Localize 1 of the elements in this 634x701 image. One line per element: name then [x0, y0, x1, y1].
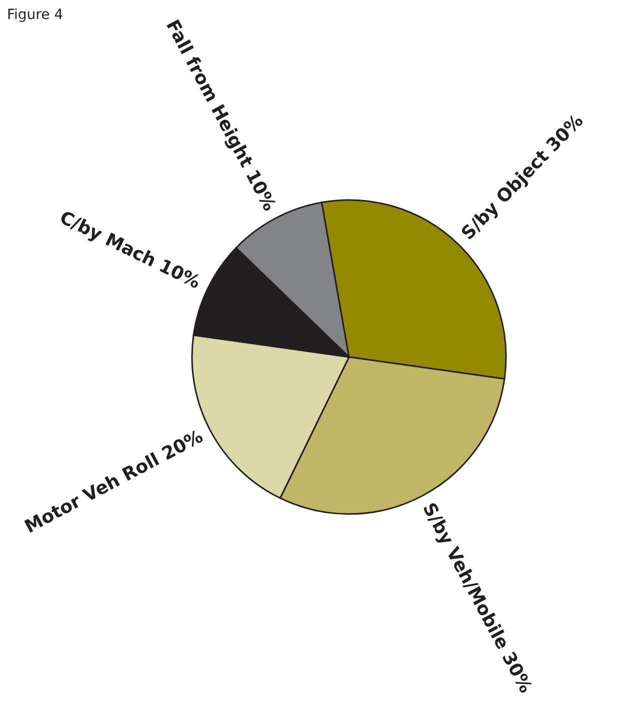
chart-title: Figure 4 [7, 7, 64, 23]
